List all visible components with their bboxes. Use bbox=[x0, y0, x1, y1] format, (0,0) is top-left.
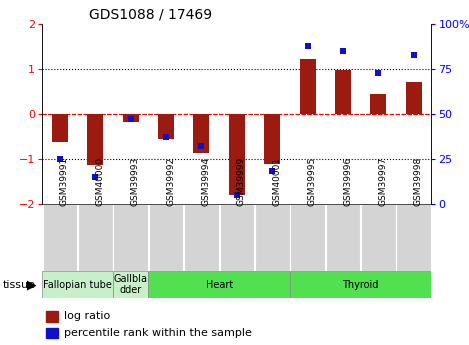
Text: Thyroid: Thyroid bbox=[342, 280, 379, 289]
Text: GSM39996: GSM39996 bbox=[343, 156, 352, 206]
Bar bbox=[46, 328, 58, 338]
Text: GDS1088 / 17469: GDS1088 / 17469 bbox=[89, 8, 212, 22]
Bar bbox=[123, 114, 139, 122]
Point bbox=[304, 43, 311, 48]
Bar bbox=[113, 204, 148, 271]
Point bbox=[233, 192, 241, 197]
Text: ▶: ▶ bbox=[27, 278, 37, 291]
Bar bbox=[78, 204, 113, 271]
Bar bbox=[300, 59, 316, 114]
Text: Gallbla
dder: Gallbla dder bbox=[113, 274, 148, 295]
Bar bbox=[43, 204, 77, 271]
Text: GSM39995: GSM39995 bbox=[308, 156, 317, 206]
Text: GSM39997: GSM39997 bbox=[378, 156, 387, 206]
Point bbox=[375, 70, 382, 75]
Bar bbox=[149, 204, 183, 271]
Bar bbox=[148, 271, 290, 298]
Bar bbox=[194, 114, 210, 153]
Bar bbox=[325, 204, 360, 271]
Text: tissue: tissue bbox=[2, 280, 35, 289]
Point bbox=[127, 117, 135, 122]
Bar bbox=[219, 204, 254, 271]
Bar bbox=[184, 204, 219, 271]
Bar bbox=[290, 204, 325, 271]
Point bbox=[268, 168, 276, 174]
Text: GSM39999: GSM39999 bbox=[237, 156, 246, 206]
Text: percentile rank within the sample: percentile rank within the sample bbox=[64, 328, 251, 338]
Text: GSM40000: GSM40000 bbox=[95, 156, 104, 206]
Text: GSM39998: GSM39998 bbox=[414, 156, 423, 206]
Point bbox=[162, 135, 170, 140]
Text: Heart: Heart bbox=[205, 280, 233, 289]
Bar bbox=[87, 114, 103, 166]
Bar bbox=[290, 271, 431, 298]
Point bbox=[56, 156, 64, 161]
Bar bbox=[264, 114, 280, 164]
Bar bbox=[361, 204, 396, 271]
Point bbox=[410, 52, 417, 57]
Bar bbox=[371, 94, 386, 114]
Bar bbox=[46, 311, 58, 322]
Bar bbox=[255, 204, 289, 271]
Text: GSM40001: GSM40001 bbox=[272, 156, 281, 206]
Bar bbox=[335, 70, 351, 114]
Text: log ratio: log ratio bbox=[64, 312, 110, 321]
Bar bbox=[396, 204, 431, 271]
Text: GSM39991: GSM39991 bbox=[60, 156, 69, 206]
Text: GSM39994: GSM39994 bbox=[202, 156, 211, 206]
Bar bbox=[42, 271, 113, 298]
Bar bbox=[113, 271, 148, 298]
Bar bbox=[229, 114, 245, 196]
Bar bbox=[406, 81, 422, 114]
Point bbox=[339, 48, 347, 54]
Text: GSM39992: GSM39992 bbox=[166, 156, 175, 206]
Point bbox=[198, 144, 205, 149]
Bar bbox=[158, 114, 174, 139]
Bar bbox=[52, 114, 68, 142]
Text: Fallopian tube: Fallopian tube bbox=[43, 280, 112, 289]
Text: GSM39993: GSM39993 bbox=[131, 156, 140, 206]
Point bbox=[91, 174, 99, 179]
